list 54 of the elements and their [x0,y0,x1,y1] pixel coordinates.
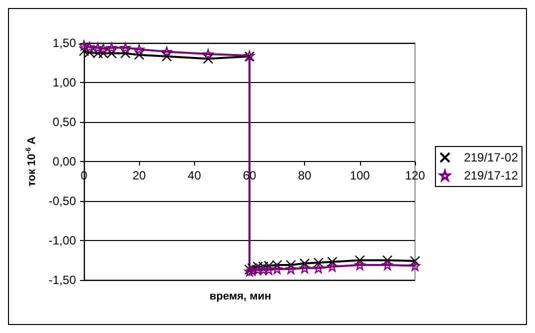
legend-label: 219/17-02 [464,150,518,164]
point [92,48,103,58]
point [78,46,90,56]
y-tick-label: -1,00 [48,234,76,248]
point [272,264,282,274]
point [98,43,108,54]
legend-label: 219/17-12 [464,168,518,182]
point [286,260,296,270]
point [313,263,324,274]
x-tick-label: 120 [404,168,426,182]
point [78,40,90,50]
y-tick-label: 0,00 [52,154,76,168]
y-tick-label: 1,50 [52,36,76,50]
x-tick-label: 40 [188,168,202,182]
point [354,255,365,266]
point [203,48,214,60]
y-tick-label: 1,00 [52,76,76,90]
y-tick-label: 0,50 [52,115,76,129]
point [252,264,263,275]
point [84,42,95,52]
point [313,258,324,268]
y-tick-label: -1,50 [48,273,76,287]
point [98,48,108,58]
x-axis-title: время, мин [210,290,272,302]
point [134,44,144,54]
point [300,258,310,269]
y-tick-label: -0,50 [48,194,76,208]
point [327,261,338,272]
point [410,260,420,271]
point [286,264,296,274]
point [162,46,172,57]
point [120,48,130,58]
point [106,48,117,58]
x-tick-label: 80 [298,168,312,182]
x-tick-label: 100 [350,168,370,182]
point [264,260,274,271]
point [300,263,310,274]
point [92,42,103,53]
point [247,265,258,276]
point [382,260,393,270]
point [106,42,117,53]
point [272,260,282,270]
x-tick-label: 20 [132,168,146,182]
point [382,255,393,266]
point [258,264,268,275]
point [410,256,420,266]
point [120,42,130,53]
point [162,51,172,62]
point [327,256,338,267]
point [134,50,144,60]
point [258,261,268,272]
point [264,264,274,275]
point [354,260,365,270]
point [203,54,214,64]
